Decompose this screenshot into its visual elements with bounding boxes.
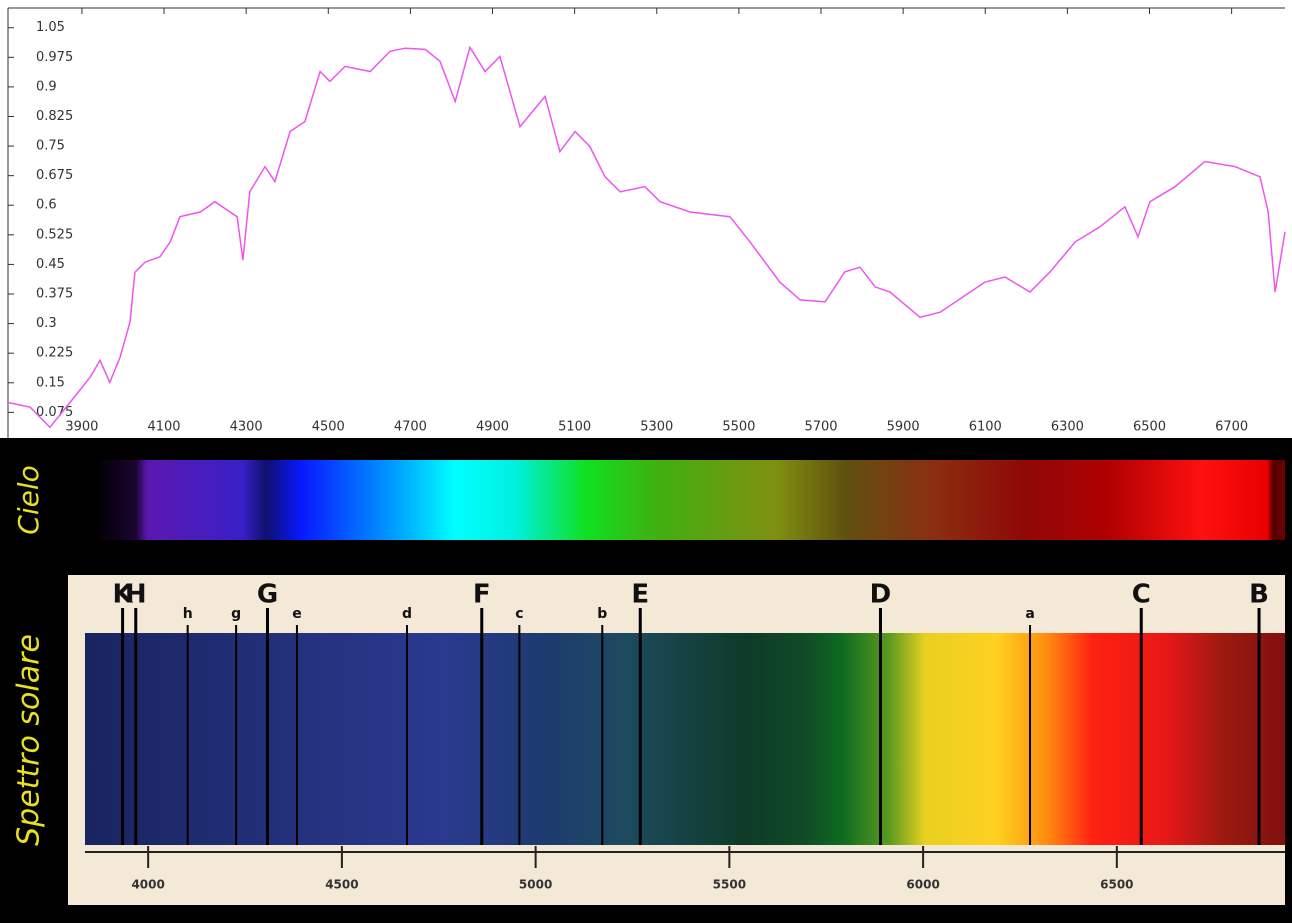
figure: Cielo Spettro solare 0.075 0.15 0.225 0.3 0.… bbox=[0, 0, 1292, 923]
y-tick-label: 0.75 bbox=[36, 139, 65, 154]
y-tick-label: 0.075 bbox=[36, 405, 73, 420]
solar-tick-label: 4500 bbox=[325, 878, 358, 892]
solar-tick-label: 5500 bbox=[713, 878, 746, 892]
x-tick-label: 4500 bbox=[312, 420, 345, 435]
y-tick-label: 0.525 bbox=[36, 227, 73, 242]
x-tick-label: 6100 bbox=[969, 420, 1002, 435]
x-tick-label: 4300 bbox=[230, 420, 263, 435]
x-tick-label: 5900 bbox=[887, 420, 920, 435]
x-tick-label: 3900 bbox=[65, 420, 98, 435]
solar-spectrum bbox=[85, 633, 1285, 845]
y-tick-label: 0.825 bbox=[36, 109, 73, 124]
y-tick-label: 0.6 bbox=[36, 198, 57, 213]
fraunhofer-label: h bbox=[183, 606, 193, 622]
y-tick-label: 1.05 bbox=[36, 20, 65, 35]
fraunhofer-label: C bbox=[1132, 580, 1151, 610]
x-tick-label: 4100 bbox=[147, 420, 180, 435]
solar-tick-label: 6000 bbox=[906, 878, 939, 892]
x-tick-label: 5100 bbox=[558, 420, 591, 435]
plot-area bbox=[0, 0, 1292, 438]
fraunhofer-label: d bbox=[402, 606, 412, 622]
x-tick-label: 6500 bbox=[1133, 420, 1166, 435]
fraunhofer-label: F bbox=[473, 580, 491, 610]
solar-tick-label: 4000 bbox=[131, 878, 164, 892]
x-tick-label: 4700 bbox=[394, 420, 427, 435]
x-tick-label: 5700 bbox=[804, 420, 837, 435]
x-tick-label: 5300 bbox=[640, 420, 673, 435]
x-tick-label: 5500 bbox=[722, 420, 755, 435]
solar-label: Spettro solare bbox=[12, 634, 47, 846]
fraunhofer-label: G bbox=[257, 580, 278, 610]
fraunhofer-label: D bbox=[870, 580, 892, 610]
y-tick-label: 0.225 bbox=[36, 346, 73, 361]
fraunhofer-label: g bbox=[231, 606, 241, 622]
y-tick-label: 0.975 bbox=[36, 50, 73, 65]
fraunhofer-label: c bbox=[515, 606, 523, 622]
fraunhofer-label: a bbox=[1025, 606, 1034, 622]
solar-tick-label: 5000 bbox=[519, 878, 552, 892]
fraunhofer-label: e bbox=[292, 606, 302, 622]
fraunhofer-label: B bbox=[1249, 580, 1269, 610]
y-tick-label: 0.15 bbox=[36, 375, 65, 390]
fraunhofer-label: H bbox=[125, 580, 147, 610]
y-tick-label: 0.3 bbox=[36, 316, 57, 331]
y-tick-label: 0.375 bbox=[36, 287, 73, 302]
sky-spectrum bbox=[100, 460, 1285, 540]
page: Cielo Spettro solare 0.075 0.15 0.225 0.3 0.… bbox=[0, 0, 1292, 923]
sky-label: Cielo bbox=[12, 465, 45, 534]
x-tick-label: 4900 bbox=[476, 420, 509, 435]
solar-tick-label: 6500 bbox=[1100, 878, 1133, 892]
y-tick-label: 0.675 bbox=[36, 168, 73, 183]
x-tick-label: 6700 bbox=[1215, 420, 1248, 435]
x-tick-label: 6300 bbox=[1051, 420, 1084, 435]
fraunhofer-label: b bbox=[597, 606, 607, 622]
y-tick-label: 0.9 bbox=[36, 79, 57, 94]
y-tick-label: 0.45 bbox=[36, 257, 65, 272]
fraunhofer-label: E bbox=[631, 580, 649, 610]
